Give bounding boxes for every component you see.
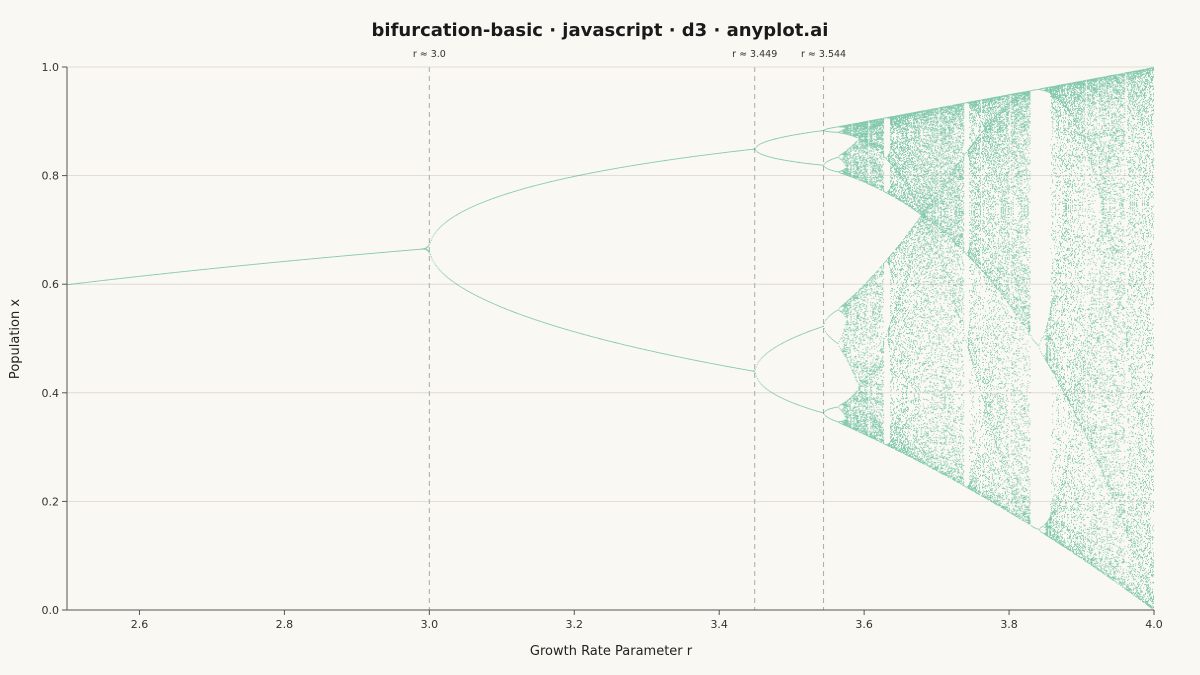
data-points-layer xyxy=(67,67,1155,611)
x-tick-label: 3.6 xyxy=(855,618,873,631)
x-tick-label: 3.4 xyxy=(710,618,728,631)
x-tick-label: 3.2 xyxy=(566,618,584,631)
y-tick-label: 0.6 xyxy=(42,278,60,291)
x-tick-label: 3.8 xyxy=(1000,618,1018,631)
x-tick-label: 4.0 xyxy=(1145,618,1163,631)
x-tick-label: 2.8 xyxy=(276,618,294,631)
chart-title: bifurcation-basic · javascript · d3 · an… xyxy=(372,20,829,41)
bifurcation-label: r ≈ 3.544 xyxy=(801,49,846,60)
x-tick-label: 2.6 xyxy=(131,618,149,631)
annotation-layer: r ≈ 3.0 r ≈ 3.449 r ≈ 3.544 xyxy=(413,49,846,610)
y-tick-label: 0.8 xyxy=(42,170,60,183)
bifurcation-label: r ≈ 3.449 xyxy=(732,49,777,60)
y-tick-label: 1.0 xyxy=(42,61,60,74)
y-tick-label: 0.4 xyxy=(42,387,60,400)
bifurcation-label: r ≈ 3.0 xyxy=(413,49,446,60)
y-tick-label: 0.0 xyxy=(42,604,60,617)
axis-layer: 0.0 0.2 0.4 0.6 0.8 1.0 2.6 2.8 3.0 3.2 3.4 3.6 3.8 4… xyxy=(42,61,1163,631)
y-tick-label: 0.2 xyxy=(42,495,60,508)
bifurcation-points xyxy=(67,67,1155,611)
y-axis-label: Population x xyxy=(8,299,23,379)
x-axis-label: Growth Rate Parameter r xyxy=(530,644,693,659)
x-tick-label: 3.0 xyxy=(421,618,439,631)
